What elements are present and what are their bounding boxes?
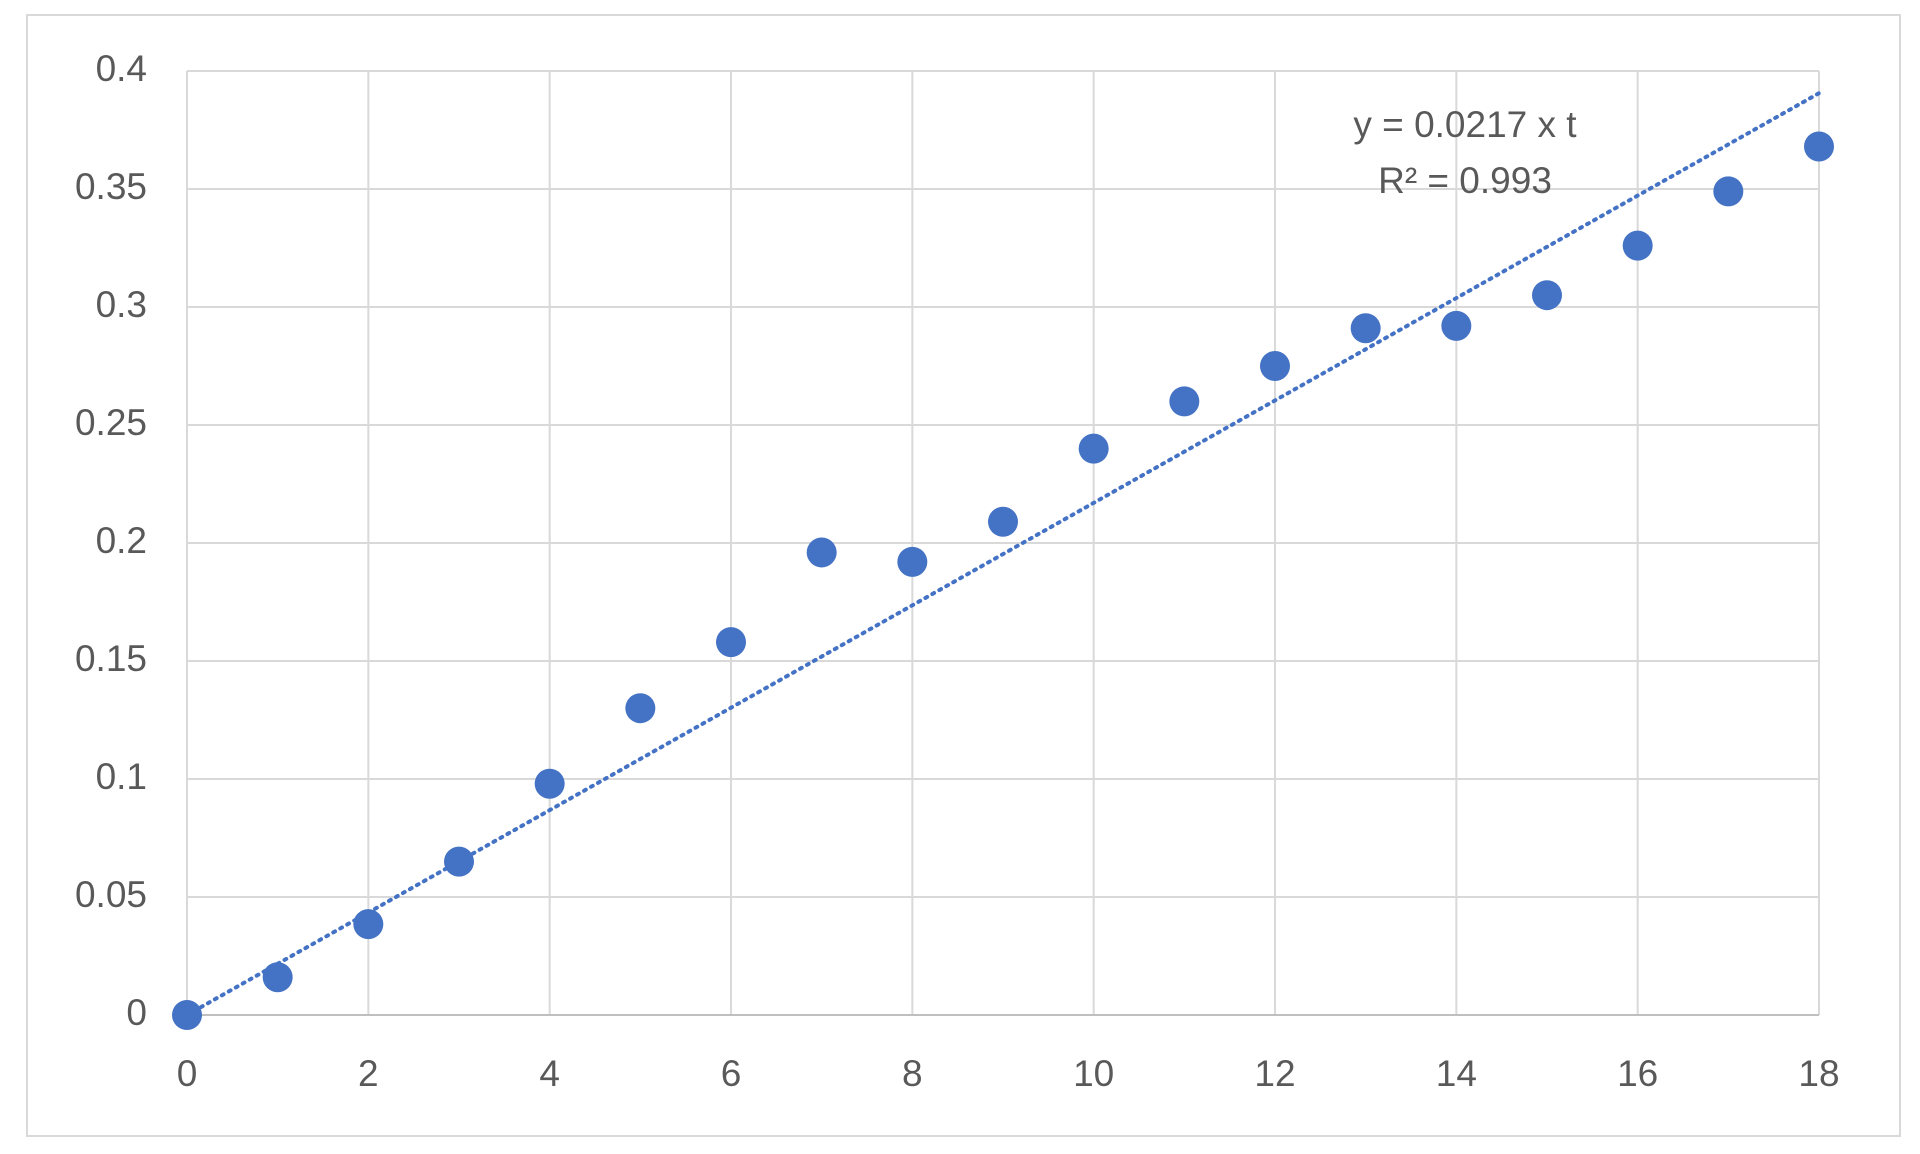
data-point (1441, 310, 1472, 341)
x-tick-label: 6 (721, 1053, 742, 1094)
data-point (806, 537, 837, 568)
data-point (716, 627, 746, 658)
trendline-r-squared: R² = 0.993 (1378, 160, 1552, 201)
data-point (534, 768, 565, 799)
chart-border (26, 14, 1901, 1137)
y-tick-label: 0.25 (75, 402, 147, 443)
x-tick-label: 14 (1436, 1053, 1477, 1094)
data-point (1622, 230, 1653, 261)
y-tick-label: 0.35 (75, 166, 147, 207)
data-point (1078, 433, 1109, 464)
data-point (988, 506, 1018, 537)
x-tick-label: 12 (1254, 1053, 1295, 1094)
data-point (625, 693, 656, 724)
y-tick-label: 0.15 (75, 638, 147, 679)
x-tick-label: 10 (1073, 1053, 1114, 1094)
y-tick-label: 0 (126, 992, 147, 1033)
data-point (1260, 351, 1290, 381)
x-tick-label: 0 (177, 1053, 198, 1094)
y-tick-label: 0.4 (96, 48, 147, 89)
data-point (1532, 280, 1562, 311)
data-point (172, 1000, 202, 1030)
data-point (444, 846, 474, 877)
data-point (1713, 176, 1744, 207)
x-tick-label: 2 (358, 1053, 379, 1094)
y-tick-label: 0.3 (96, 284, 147, 325)
data-point (1804, 131, 1834, 162)
data-point (897, 546, 928, 577)
x-tick-label: 16 (1617, 1053, 1658, 1094)
x-tick-label: 8 (902, 1053, 923, 1094)
x-tick-label: 4 (539, 1053, 560, 1094)
data-point (1169, 386, 1200, 417)
y-tick-label: 0.2 (96, 520, 147, 561)
y-tick-label: 0.1 (96, 756, 147, 797)
x-tick-label: 18 (1798, 1053, 1839, 1094)
data-point (1350, 313, 1381, 344)
data-point (353, 909, 384, 940)
data-point (262, 962, 293, 993)
y-tick-label: 0.05 (75, 874, 147, 915)
trendline-equation: y = 0.0217 x t (1353, 104, 1577, 145)
